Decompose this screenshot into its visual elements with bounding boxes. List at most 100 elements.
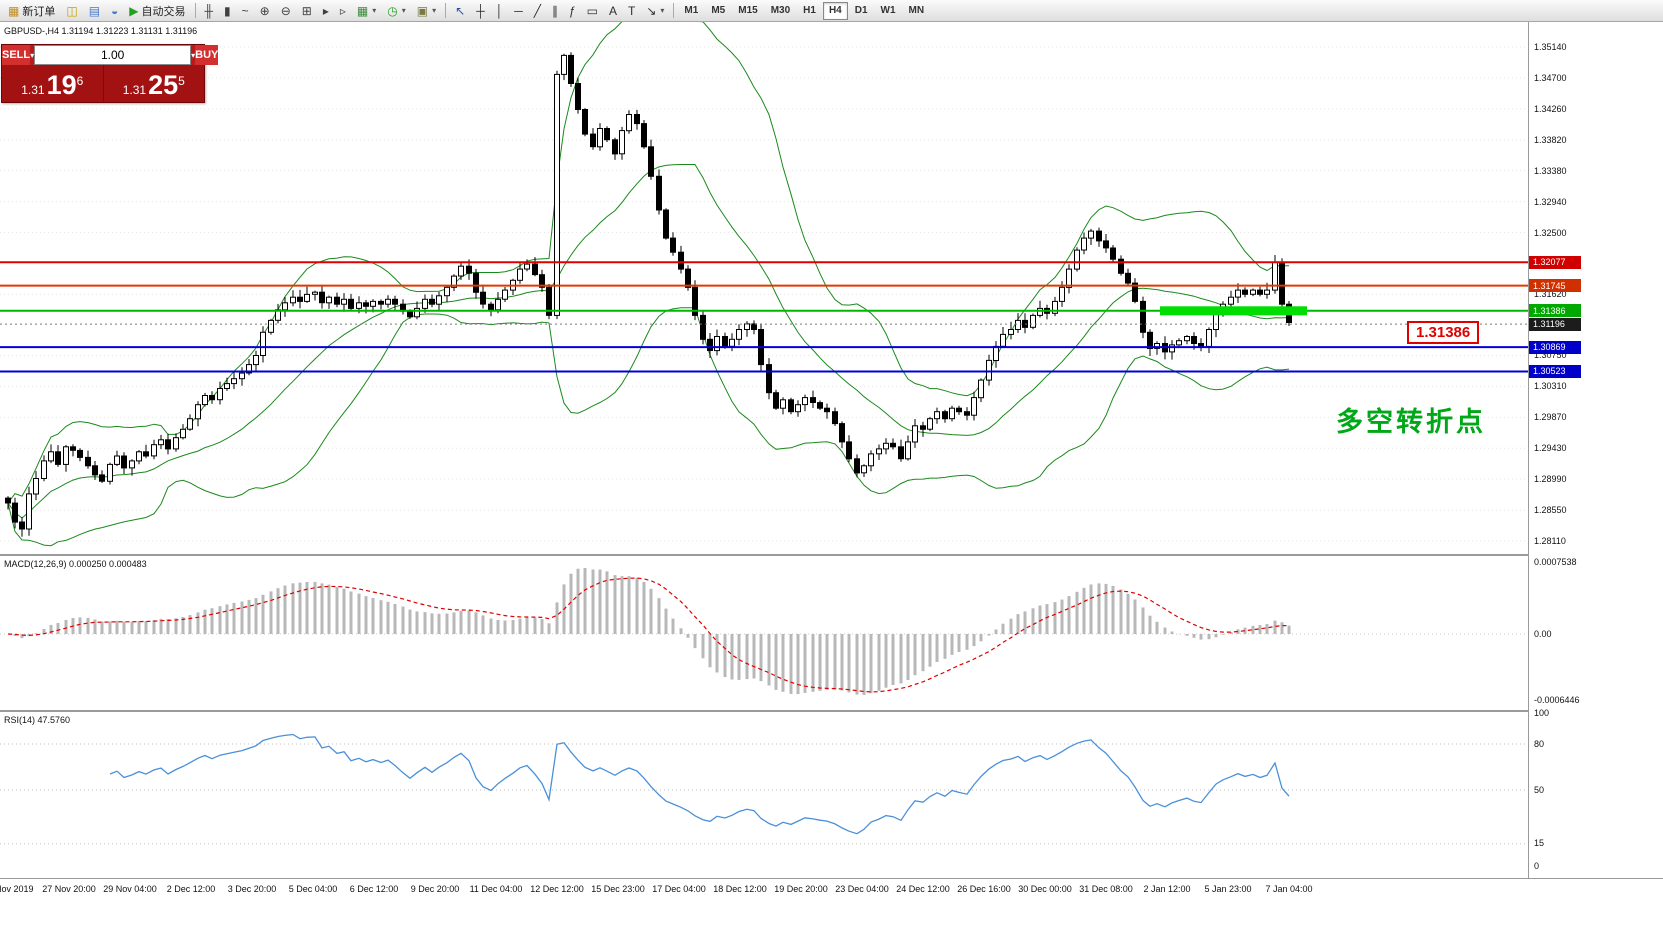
timeframe-m1-button[interactable]: M1: [684, 5, 699, 16]
price-tick: 1.30750: [1534, 350, 1567, 361]
price-tick: 0: [1534, 861, 1540, 871]
cursor-button[interactable]: ↖: [450, 1, 470, 20]
template-button[interactable]: ▣ ▾: [412, 1, 441, 20]
buy-button[interactable]: BUY: [195, 45, 219, 65]
timeframe-w1-button[interactable]: W1: [880, 5, 896, 16]
price-scale[interactable]: 1.35140 1.34700 1.34260 1.33820 1.33380 1.329…: [1528, 22, 1663, 878]
panel-separator[interactable]: [0, 710, 1663, 712]
price-tick: 1.28550: [1534, 505, 1567, 516]
crosshair-button[interactable]: ┼: [471, 1, 490, 20]
text-label-icon: T: [628, 3, 636, 18]
clock-icon: ◷: [387, 3, 398, 18]
label-button[interactable]: T: [623, 1, 640, 20]
time-axis-label: 3 Dec 20:00: [227, 884, 277, 894]
sell-price-sup: 6: [76, 74, 84, 88]
auto-scroll-button[interactable]: ▸: [318, 1, 334, 20]
time-axis-label: 19 Dec 20:00: [774, 884, 828, 894]
bar-chart-button[interactable]: ╫: [200, 1, 219, 20]
turning-point-annotation: 多空转折点: [1336, 407, 1486, 437]
level-price-tag: 1.32077: [1529, 255, 1581, 269]
shapes-button[interactable]: ▭: [582, 1, 603, 20]
volume-caret-icon[interactable]: ▾: [191, 45, 196, 65]
bar-chart-icon: ╫: [204, 3, 214, 18]
timeframe-m30-button[interactable]: M30: [770, 5, 791, 16]
time-axis-label: 23 Dec 04:00: [835, 884, 889, 894]
autotrading-button[interactable]: ▶ 自动交易: [124, 1, 190, 20]
price-tick: 1.35140: [1534, 42, 1567, 52]
arrow-object-icon: ↘: [646, 3, 657, 18]
level-price-tag: 1.30869: [1529, 340, 1581, 354]
template-image-icon: ▣: [416, 3, 429, 18]
time-axis-label: 27 Nov 20:00: [42, 884, 96, 894]
price-tick: 80: [1534, 739, 1545, 749]
rsi-indicator-chart[interactable]: [0, 712, 1528, 878]
time-axis[interactable]: 26 Nov 2019 27 Nov 20:00 29 Nov 04:00 2 Dec…: [0, 878, 1663, 946]
price-tick: 1.30310: [1534, 381, 1567, 392]
sell-caret-icon[interactable]: ▾: [30, 45, 35, 65]
tile-windows-button[interactable]: ⊞: [297, 1, 317, 20]
price-tick: 1.31620: [1534, 289, 1567, 300]
timeframe-h1-button[interactable]: H1: [803, 5, 816, 16]
price-chart[interactable]: [0, 22, 1528, 554]
sell-button[interactable]: SELL: [2, 45, 31, 65]
timeframe-h4-button[interactable]: H4: [822, 1, 848, 20]
symbol-ohlc-label: GBPUSD-,H4 1.31194 1.31223 1.31131 1.311…: [4, 26, 198, 36]
period-button[interactable]: ◷ ▾: [382, 1, 411, 20]
price-tick: 1.28990: [1534, 474, 1567, 485]
buy-price[interactable]: 1.31 25 5: [104, 65, 205, 102]
chart-shift-button[interactable]: ▹: [335, 1, 351, 20]
price-tick: 1.34700: [1534, 72, 1567, 83]
time-axis-label: 26 Dec 16:00: [957, 884, 1011, 894]
new-chart-button[interactable]: ▦ ▾: [352, 1, 381, 20]
trendline-button[interactable]: ╱: [529, 1, 546, 20]
sell-price-big: 19: [46, 70, 77, 100]
arrows-button[interactable]: ↘ ▾: [641, 1, 669, 20]
horizontal-line-button[interactable]: ─: [509, 1, 528, 20]
sell-price-small: 1.31: [21, 83, 45, 98]
macd-panel: MACD(12,26,9) 0.000250 0.000483: [0, 556, 1528, 708]
new-order-button[interactable]: ▦ 新订单: [3, 1, 60, 20]
auto-scroll-icon: ▸: [322, 3, 329, 18]
panel-separator[interactable]: [0, 554, 1663, 556]
line-chart-icon: ~: [241, 3, 249, 18]
volume-input[interactable]: [34, 45, 192, 65]
timeframe-m5-button[interactable]: M5: [711, 5, 726, 16]
vertical-line-button[interactable]: │: [491, 1, 509, 20]
time-axis-label: 5 Dec 04:00: [288, 884, 338, 894]
zoom-out-button[interactable]: ⊖: [276, 1, 296, 20]
main-toolbar: ▦ 新订单 ◫ ▤ ◒ ▶ 自动交易 ╫ ▮ ~ ⊕ ⊖ ⊞ ▸ ▹ ▦ ▾ ◷ ▾ ▣ ▾ ↖ ┼ │ ─ ╱ ∥ ƒ ▭ A T ↘ ▾ M1…: [0, 0, 1663, 22]
trendline-icon: ╱: [533, 3, 541, 18]
autotrading-play-icon: ▶: [129, 3, 139, 18]
timeframe-m15-button[interactable]: M15: [738, 5, 758, 16]
level-price-tag: 1.30523: [1529, 364, 1581, 378]
channel-button[interactable]: ∥: [547, 1, 563, 20]
price-chart-panel: GBPUSD-,H4 1.31194 1.31223 1.31131 1.311…: [0, 22, 1528, 554]
chart-window-button[interactable]: ◫: [61, 1, 82, 20]
level-price-label-box: 1.31386: [1407, 321, 1480, 344]
time-axis-label: 7 Jan 04:00: [1265, 884, 1313, 894]
new-order-button-label: 新订单: [22, 5, 56, 18]
price-tick: 0.0007538: [1534, 557, 1577, 567]
trade-panel-header: SELL ▾ ▾ BUY: [2, 45, 219, 65]
time-axis-label: 2 Dec 12:00: [166, 884, 216, 894]
time-axis-label: 24 Dec 12:00: [896, 884, 950, 894]
toolbar-separator: [194, 3, 196, 18]
candlestick-chart-button[interactable]: ▮: [219, 1, 236, 20]
time-axis-label: 18 Dec 12:00: [713, 884, 767, 894]
terminal-button[interactable]: ◒: [106, 1, 123, 20]
zoom-in-icon: ⊕: [259, 3, 270, 18]
timeframe-mn-button[interactable]: MN: [908, 5, 925, 16]
sell-price[interactable]: 1.31 19 6: [2, 65, 103, 102]
fibonacci-button[interactable]: ƒ: [564, 1, 581, 20]
profiles-icon: ▤: [88, 3, 101, 18]
text-button[interactable]: A: [604, 1, 622, 20]
timeframe-d1-button[interactable]: D1: [854, 5, 868, 16]
line-chart-button[interactable]: ~: [237, 1, 254, 20]
macd-indicator-chart[interactable]: [0, 556, 1528, 708]
zoom-in-button[interactable]: ⊕: [255, 1, 275, 20]
new-chart-plus-icon: ▦: [356, 3, 369, 18]
buy-price-sup: 5: [178, 74, 185, 88]
profiles-button[interactable]: ▤: [84, 1, 105, 20]
dropdown-caret-icon: ▾: [401, 6, 406, 15]
